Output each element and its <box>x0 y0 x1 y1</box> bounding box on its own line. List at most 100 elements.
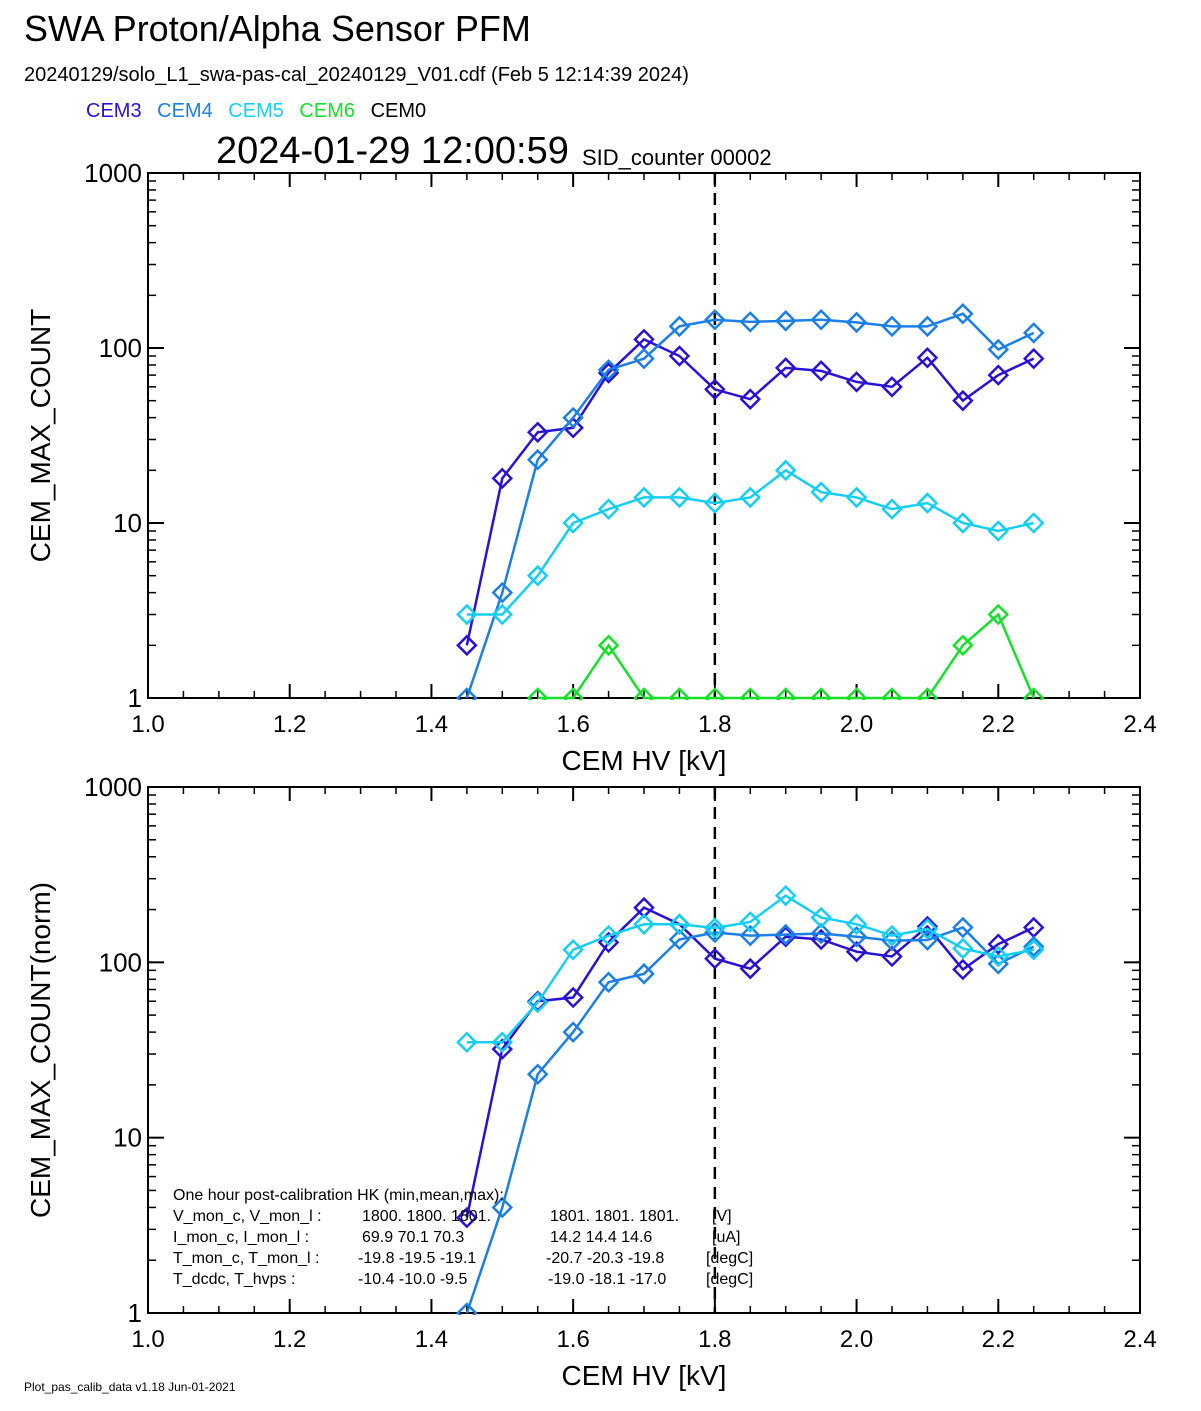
data-point-cem5 <box>987 945 1010 968</box>
data-point-cem5 <box>704 917 726 939</box>
y-tick-label: 1 <box>128 683 142 713</box>
data-point-cem5 <box>597 498 620 520</box>
x-tick-label: 2.2 <box>982 1326 1015 1353</box>
y-tick-label: 10 <box>113 1123 142 1153</box>
hk-row-name: T_mon_c, T_mon_l : <box>173 1250 319 1267</box>
data-point-cem3 <box>704 378 726 401</box>
data-point-cem4 <box>916 929 939 951</box>
data-point-cem5 <box>562 938 584 961</box>
data-point-cem5 <box>881 924 903 947</box>
data-point-cem4 <box>456 687 478 700</box>
x-tick-label: 1.6 <box>556 711 589 738</box>
timestamp: 2024-01-29 12:00:59 <box>216 130 569 172</box>
data-point-cem3 <box>739 957 762 980</box>
data-point-cem4 <box>774 310 797 332</box>
y-axis-label: CEM_MAX_COUNT <box>25 309 56 563</box>
data-point-cem5 <box>987 520 1010 542</box>
data-point-cem6 <box>597 634 620 657</box>
data-point-cem4 <box>456 1302 478 1315</box>
y-tick-label: 10 <box>113 508 142 538</box>
data-point-cem5 <box>562 512 584 534</box>
series-line-cem6 <box>537 612 1035 700</box>
data-point-cem5 <box>668 913 691 935</box>
hk-row-l: 1801. 1801. 1801. <box>550 1208 679 1225</box>
x-tick-label: 2.4 <box>1123 711 1156 738</box>
legend-cem6: CEM6 <box>299 100 355 122</box>
x-tick-label: 1.8 <box>698 711 731 738</box>
x-tick-label: 1.8 <box>698 1326 731 1353</box>
legend-cem0: CEM0 <box>370 100 427 122</box>
hk-row-c: 1800. 1800. 1801. <box>362 1208 491 1225</box>
data-point-cem4 <box>987 338 1010 361</box>
sid-counter: SID_counter 00002 <box>582 145 772 170</box>
data-point-cem3 <box>597 362 620 384</box>
x-tick-label: 2.2 <box>982 711 1015 738</box>
hk-row-c: -10.4 -10.0 -9.5 <box>358 1271 468 1288</box>
data-point-cem5 <box>952 937 974 960</box>
data-point-cem6 <box>562 687 584 700</box>
data-point-cem3 <box>774 357 797 379</box>
data-point-cem5 <box>597 924 620 947</box>
hk-row-name: T_dcdc, T_hvps : <box>173 1271 295 1288</box>
data-point-cem4 <box>881 315 903 338</box>
data-point-cem3 <box>881 376 903 398</box>
data-point-cem6 <box>704 687 726 700</box>
data-point-cem6 <box>739 687 762 700</box>
data-point-cem3 <box>739 388 762 410</box>
data-point-cem5 <box>916 492 939 514</box>
data-point-cem3 <box>810 360 832 382</box>
data-point-cem4 <box>845 925 868 948</box>
data-point-cem3 <box>987 364 1010 386</box>
data-point-cem5 <box>491 1031 514 1054</box>
data-point-cem3 <box>456 1206 478 1229</box>
data-point-cem5 <box>633 486 655 509</box>
x-tick-label: 1.2 <box>273 1326 306 1353</box>
data-point-cem3 <box>668 345 691 367</box>
data-point-cem4 <box>845 311 868 334</box>
data-point-cem4 <box>952 302 974 325</box>
data-point-cem5 <box>491 603 514 626</box>
data-point-cem4 <box>597 971 620 994</box>
series-line-cem5 <box>466 894 1034 1044</box>
data-point-cem4 <box>633 347 655 370</box>
data-point-cem5 <box>456 603 478 626</box>
y-tick-label: 100 <box>99 947 142 977</box>
data-point-cem6 <box>987 603 1010 626</box>
data-point-cem6 <box>1022 687 1045 700</box>
hk-row-unit: [uA] <box>712 1229 740 1246</box>
hk-row-unit: [degC] <box>706 1271 753 1288</box>
x-tick-label: 2.0 <box>840 711 873 738</box>
data-point-cem5 <box>668 486 691 509</box>
data-point-cem5 <box>1022 512 1045 534</box>
data-point-cem5 <box>952 512 974 534</box>
data-point-cem4 <box>739 311 762 333</box>
data-point-cem3 <box>845 371 868 393</box>
data-point-cem4 <box>774 923 797 946</box>
x-tick-label: 2.4 <box>1123 1326 1156 1353</box>
data-point-cem4 <box>1022 935 1045 958</box>
x-tick-label: 1.2 <box>273 711 306 738</box>
data-point-cem6 <box>810 687 832 700</box>
data-point-cem3 <box>916 346 939 369</box>
data-point-cem5 <box>526 564 549 587</box>
data-point-cem4 <box>1022 322 1045 344</box>
data-point-cem3 <box>916 915 939 938</box>
data-point-cem5 <box>845 913 868 935</box>
data-point-cem6 <box>633 687 655 700</box>
data-point-cem4 <box>633 963 655 985</box>
chart-bottom: 1.0 1.2 1.4 1.6 1.8 2.0 2.2 2.4 1 10 100 1000 CEM HV… <box>25 772 1157 1391</box>
data-point-cem4 <box>668 928 691 951</box>
y-tick-label: 100 <box>99 333 142 363</box>
data-point-cem4 <box>810 922 832 945</box>
data-point-cem4 <box>597 359 620 381</box>
data-point-cem5 <box>739 486 762 509</box>
hk-heading: One hour post-calibration HK (min,mean,m… <box>173 1187 504 1204</box>
data-point-cem5 <box>810 481 832 503</box>
legend-cem4: CEM4 <box>157 100 213 122</box>
data-point-cem5 <box>810 906 832 929</box>
y-tick-label: 1000 <box>84 158 142 188</box>
data-point-cem6 <box>952 634 974 657</box>
hk-row-name: V_mon_c, V_mon_l : <box>173 1208 322 1225</box>
data-point-cem4 <box>562 1021 584 1043</box>
